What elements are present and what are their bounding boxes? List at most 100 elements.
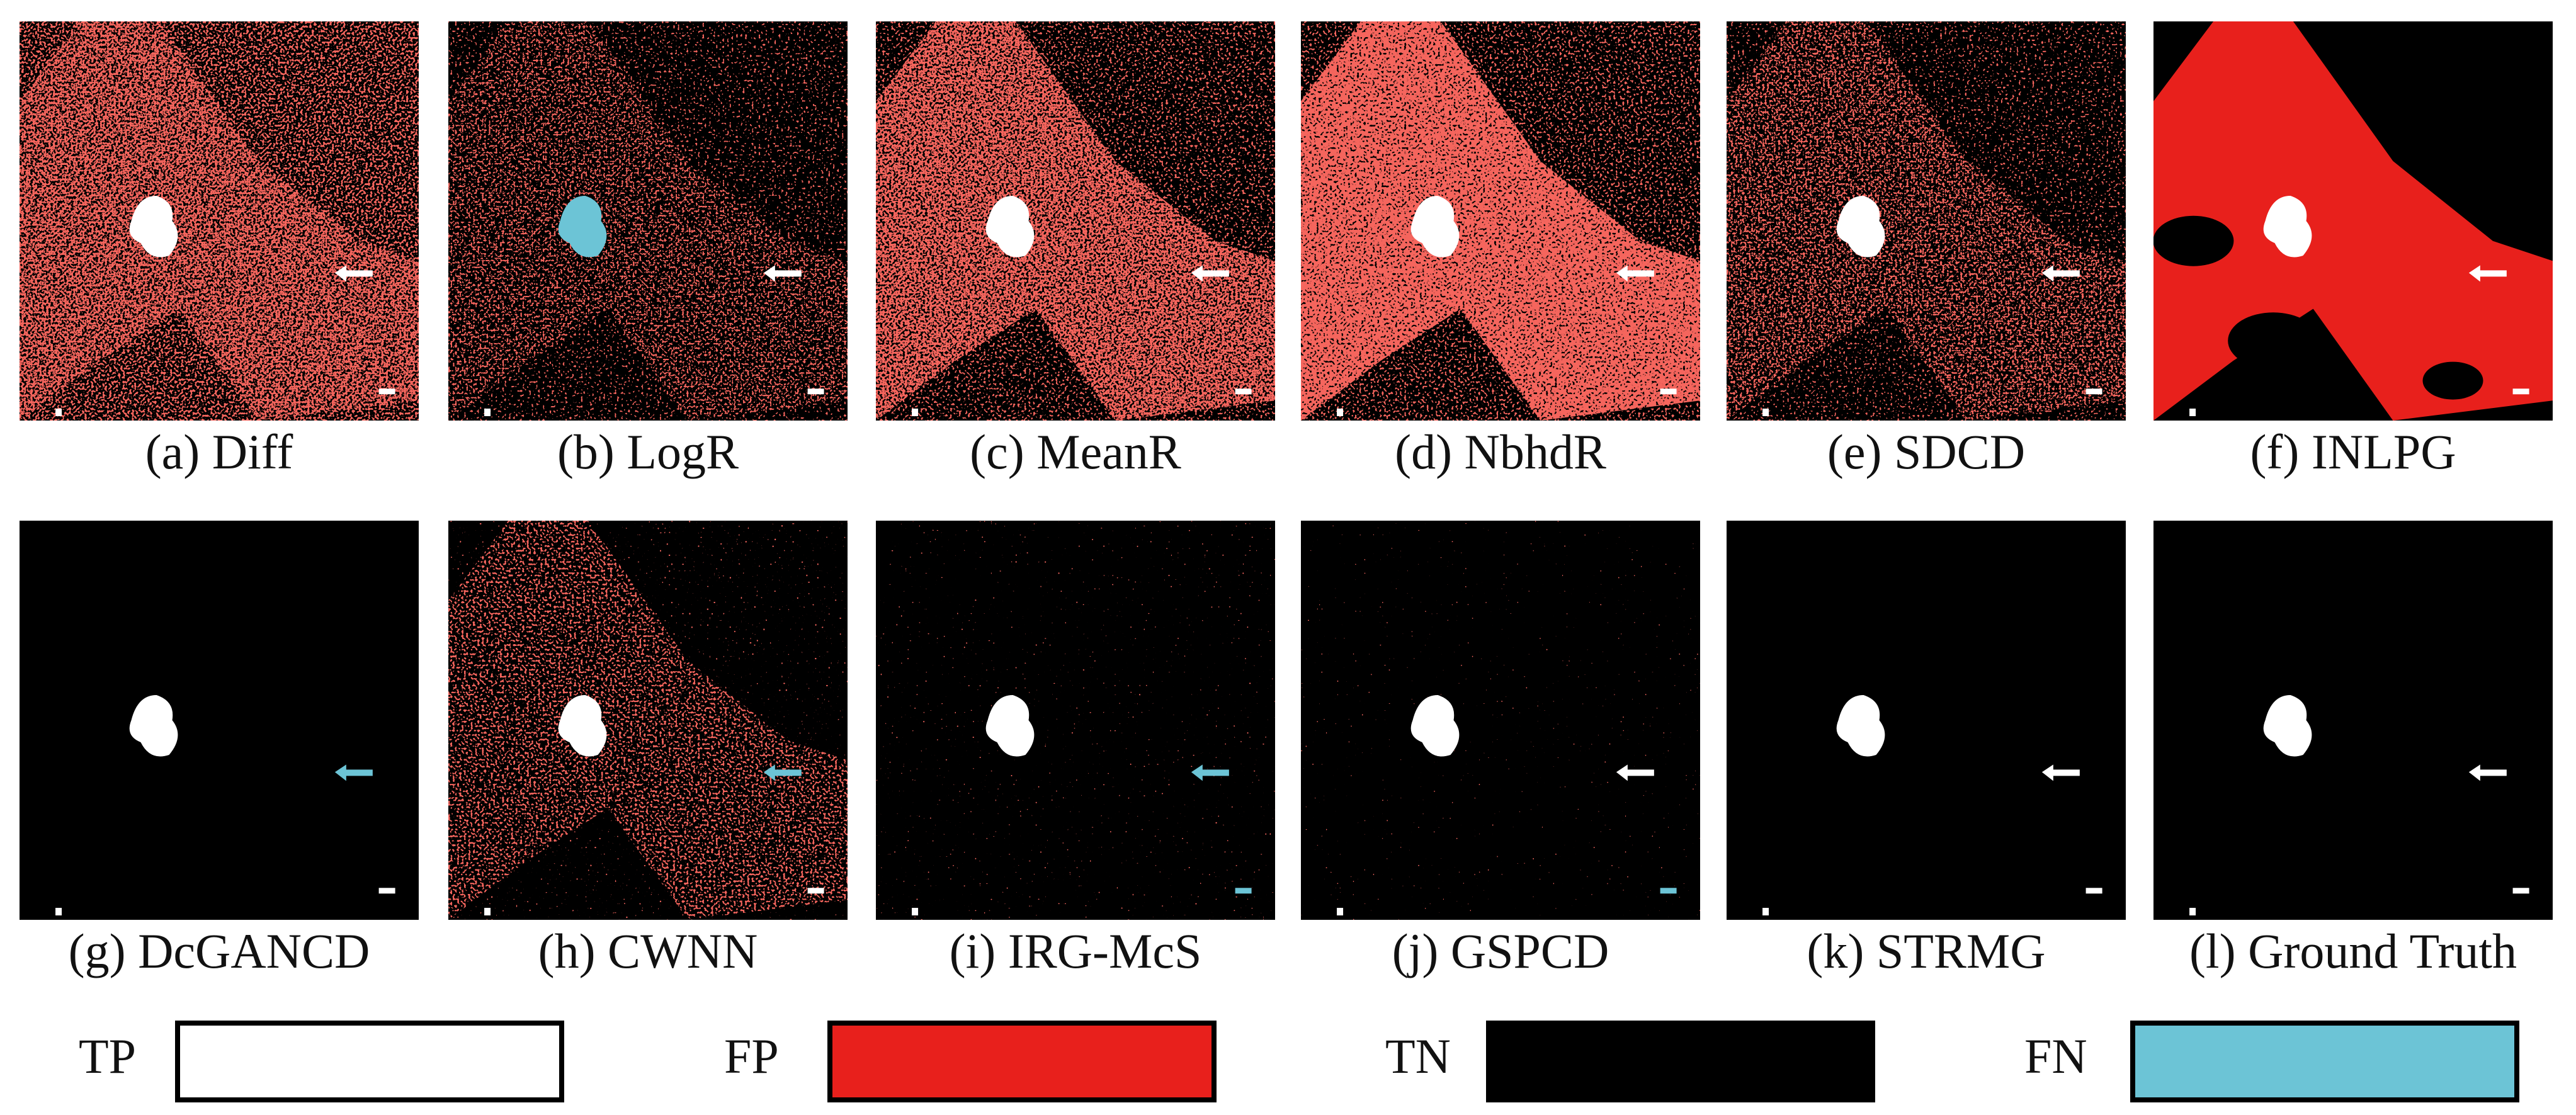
map-content — [55, 695, 395, 915]
map-content — [876, 21, 1275, 421]
change-small — [2512, 888, 2529, 894]
change-arrow — [2041, 265, 2080, 282]
result-map — [1727, 521, 2126, 920]
result-map — [2153, 521, 2553, 920]
change-tiny — [1762, 907, 1769, 915]
panel-label: (f) INLPG — [2250, 424, 2456, 479]
change-tiny — [912, 408, 919, 416]
map-content — [1301, 21, 1700, 421]
change-arrow — [2468, 265, 2507, 282]
panel-label: (c) MeanR — [970, 424, 1181, 479]
change-blob — [1836, 196, 1885, 258]
map-background — [2153, 521, 2553, 920]
true-negative-hole — [2422, 361, 2483, 400]
change-arrow — [763, 764, 802, 781]
change-tiny — [484, 408, 491, 416]
panel-label: (a) Diff — [145, 424, 293, 479]
change-small — [1660, 388, 1677, 395]
change-arrow — [334, 764, 373, 781]
change-small — [2512, 388, 2529, 395]
result-map — [1727, 21, 2126, 421]
change-arrow — [1616, 764, 1654, 781]
panel-label: (h) CWNN — [538, 924, 758, 978]
panel-label: (e) SDCD — [1827, 424, 2025, 479]
map-content — [1727, 21, 2126, 421]
true-negative-hole — [2153, 215, 2234, 266]
false-positive-noise — [876, 521, 1275, 920]
legend-label: FP — [724, 1029, 779, 1084]
change-tiny — [2189, 907, 2196, 915]
map-content — [448, 521, 848, 920]
true-negative-hole — [2228, 312, 2319, 370]
map-content — [1762, 695, 2102, 915]
change-blob — [129, 695, 178, 757]
change-small — [2085, 388, 2102, 395]
true-negative-hole — [2352, 48, 2393, 74]
change-tiny — [912, 907, 919, 915]
change-small — [378, 388, 395, 395]
change-blob — [985, 695, 1035, 757]
change-small — [2085, 888, 2102, 894]
change-arrow — [1191, 265, 1229, 282]
change-blob — [1410, 196, 1460, 258]
result-map — [876, 521, 1275, 920]
panel-label: (k) STRMG — [1807, 924, 2045, 978]
legend-label: TN — [1385, 1029, 1451, 1084]
change-small — [378, 888, 395, 894]
legend-label: FN — [2024, 1029, 2087, 1084]
map-content — [876, 521, 1275, 920]
legend-label: TP — [79, 1029, 136, 1084]
panel-label: (j) GSPCD — [1392, 924, 1609, 978]
change-tiny — [484, 907, 491, 915]
map-background — [20, 521, 419, 920]
change-blob — [558, 196, 607, 258]
panel-label: (d) NbhdR — [1395, 424, 1606, 479]
legend-swatch — [1486, 1021, 1875, 1102]
change-blob — [558, 695, 607, 757]
change-blob — [1836, 695, 1885, 757]
result-map — [20, 521, 419, 920]
legend-swatch — [175, 1021, 564, 1102]
result-map — [20, 21, 419, 421]
change-small — [1235, 388, 1252, 395]
change-arrow — [763, 265, 802, 282]
result-map — [1301, 521, 1700, 920]
false-positive-noise — [1301, 521, 1700, 920]
result-map — [876, 21, 1275, 421]
change-tiny — [1337, 408, 1344, 416]
change-arrow — [2468, 764, 2507, 781]
result-map — [1301, 21, 1700, 421]
result-map — [2153, 21, 2553, 421]
change-tiny — [2189, 408, 2196, 416]
change-arrow — [1616, 265, 1654, 282]
panel-label: (b) LogR — [557, 424, 739, 479]
change-tiny — [1762, 408, 1769, 416]
map-content — [1301, 521, 1700, 920]
panel-label: (i) IRG-McS — [950, 924, 1202, 978]
change-small — [1235, 888, 1252, 894]
legend-swatch — [827, 1021, 1217, 1102]
map-content — [2189, 695, 2529, 915]
map-content — [2153, 21, 2553, 421]
result-map — [448, 21, 848, 421]
change-arrow — [334, 265, 373, 282]
change-small — [1660, 888, 1677, 894]
change-blob — [2263, 695, 2312, 757]
map-content — [20, 21, 419, 421]
panel-label: (g) DcGANCD — [69, 924, 370, 978]
change-arrow — [1191, 764, 1229, 781]
change-small — [807, 888, 824, 894]
change-blob — [129, 196, 178, 258]
change-tiny — [55, 907, 62, 915]
change-tiny — [1337, 907, 1344, 915]
panel-label: (l) Ground Truth — [2189, 924, 2517, 978]
change-blob — [985, 196, 1035, 258]
map-background — [1727, 521, 2126, 920]
result-map — [448, 521, 848, 920]
change-arrow — [2041, 764, 2080, 781]
change-blob — [1410, 695, 1460, 757]
map-content — [448, 21, 848, 421]
legend-swatch — [2130, 1021, 2519, 1102]
change-tiny — [55, 408, 62, 416]
